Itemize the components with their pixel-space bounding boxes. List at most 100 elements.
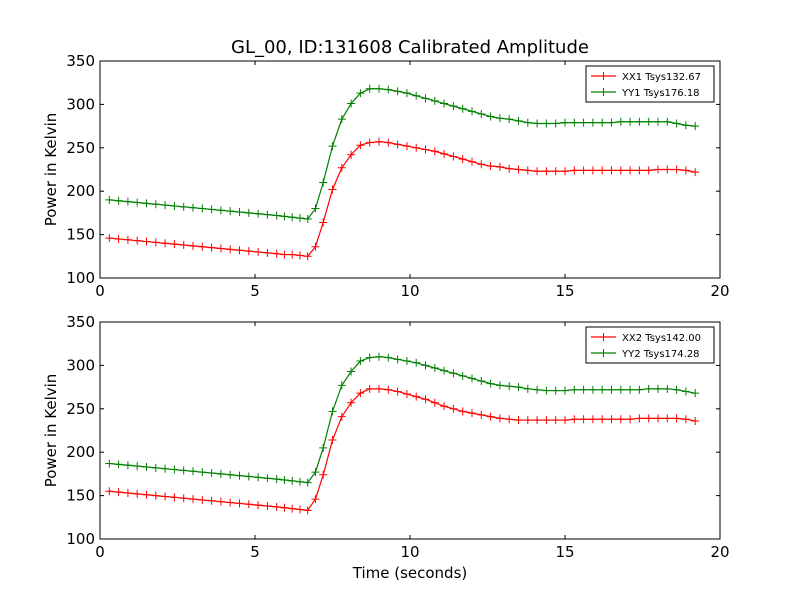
data-point-marker xyxy=(402,142,411,151)
x-tick-label: 10 xyxy=(400,282,419,300)
data-point-marker xyxy=(691,416,700,425)
data-point-marker xyxy=(328,142,337,151)
data-point-marker xyxy=(542,386,551,395)
data-point-marker xyxy=(616,117,625,126)
data-point-marker xyxy=(393,355,402,364)
legend-label: YY1 Tsys176.18 xyxy=(621,88,700,99)
data-point-marker xyxy=(288,476,297,485)
data-point-marker xyxy=(142,462,151,471)
data-point-marker xyxy=(319,178,328,187)
data-point-marker xyxy=(486,379,495,388)
data-point-marker xyxy=(216,469,225,478)
data-point-marker xyxy=(244,472,253,481)
data-point-marker xyxy=(588,415,597,424)
data-point-marker xyxy=(235,208,244,217)
data-point-marker xyxy=(114,460,123,469)
x-axis-label: Time (seconds) xyxy=(352,564,468,582)
legend-marker xyxy=(599,88,608,96)
data-point-marker xyxy=(421,395,430,404)
data-point-marker xyxy=(189,467,197,476)
series-yy1 xyxy=(105,84,700,223)
data-point-marker xyxy=(644,117,653,126)
data-point-marker xyxy=(295,214,304,223)
data-point-marker xyxy=(393,140,402,149)
data-point-marker xyxy=(105,195,114,204)
data-point-marker xyxy=(384,385,393,394)
data-point-marker xyxy=(272,211,281,220)
data-point-marker xyxy=(495,114,504,123)
data-point-marker xyxy=(598,118,607,127)
data-point-marker xyxy=(681,166,690,175)
data-point-marker xyxy=(288,213,297,222)
data-point-marker xyxy=(505,415,514,424)
data-point-marker xyxy=(412,358,421,367)
data-point-marker xyxy=(570,385,579,394)
data-point-marker xyxy=(244,247,253,256)
data-point-marker xyxy=(311,495,320,504)
data-point-marker xyxy=(663,117,672,126)
data-point-marker xyxy=(607,385,616,394)
chart-title: GL_00, ID:131608 Calibrated Amplitude xyxy=(231,37,589,58)
data-point-marker xyxy=(311,204,320,213)
data-point-marker xyxy=(588,166,597,175)
data-point-marker xyxy=(263,502,272,511)
data-point-marker xyxy=(672,385,681,394)
data-point-marker xyxy=(477,410,486,419)
data-point-marker xyxy=(626,385,635,394)
data-point-marker xyxy=(579,385,588,394)
data-point-marker xyxy=(311,242,320,251)
data-point-marker xyxy=(179,241,188,250)
data-point-marker xyxy=(635,117,644,126)
data-point-marker xyxy=(105,459,114,468)
data-point-marker xyxy=(514,116,523,125)
data-point-marker xyxy=(319,218,328,227)
data-point-marker xyxy=(235,471,244,480)
data-point-marker xyxy=(347,398,356,407)
data-point-marker xyxy=(254,209,263,218)
data-point-marker xyxy=(523,416,532,425)
legend-marker xyxy=(599,349,608,357)
data-point-marker xyxy=(244,208,253,217)
data-point-marker xyxy=(691,389,700,398)
data-point-marker xyxy=(514,416,523,425)
data-point-marker xyxy=(114,488,123,497)
data-point-marker xyxy=(365,138,374,147)
data-point-marker xyxy=(133,198,142,207)
data-point-marker xyxy=(523,118,532,127)
legend-box xyxy=(585,326,715,364)
data-point-marker xyxy=(514,165,523,174)
data-point-marker xyxy=(170,465,179,474)
data-point-marker xyxy=(207,243,216,252)
data-point-marker xyxy=(337,412,346,421)
data-point-marker xyxy=(142,237,151,246)
data-point-marker xyxy=(347,367,356,376)
data-point-marker xyxy=(365,384,374,393)
data-point-marker xyxy=(663,384,672,393)
data-point-marker xyxy=(468,374,476,383)
y-tick-label: 350 xyxy=(66,52,95,70)
data-point-marker xyxy=(551,119,560,128)
data-point-marker xyxy=(123,488,132,497)
data-point-marker xyxy=(384,85,393,94)
series-xx2 xyxy=(105,384,700,515)
data-point-marker xyxy=(123,235,132,244)
data-point-marker xyxy=(644,166,653,175)
data-point-marker xyxy=(254,247,263,256)
x-tick-label: 0 xyxy=(95,282,105,300)
data-point-marker xyxy=(235,246,244,255)
data-point-marker xyxy=(570,166,579,175)
data-point-marker xyxy=(533,119,542,128)
data-point-marker xyxy=(161,464,170,473)
data-point-marker xyxy=(486,412,495,421)
data-point-marker xyxy=(393,387,402,396)
data-point-marker xyxy=(216,206,225,215)
data-point-marker xyxy=(189,241,197,250)
data-point-marker xyxy=(430,147,439,156)
data-point-marker xyxy=(449,152,458,161)
data-point-marker xyxy=(449,102,458,111)
legend-label: YY2 Tsys174.28 xyxy=(621,349,700,360)
data-point-marker xyxy=(226,207,235,216)
data-point-marker xyxy=(328,407,337,416)
data-point-marker xyxy=(198,242,207,251)
